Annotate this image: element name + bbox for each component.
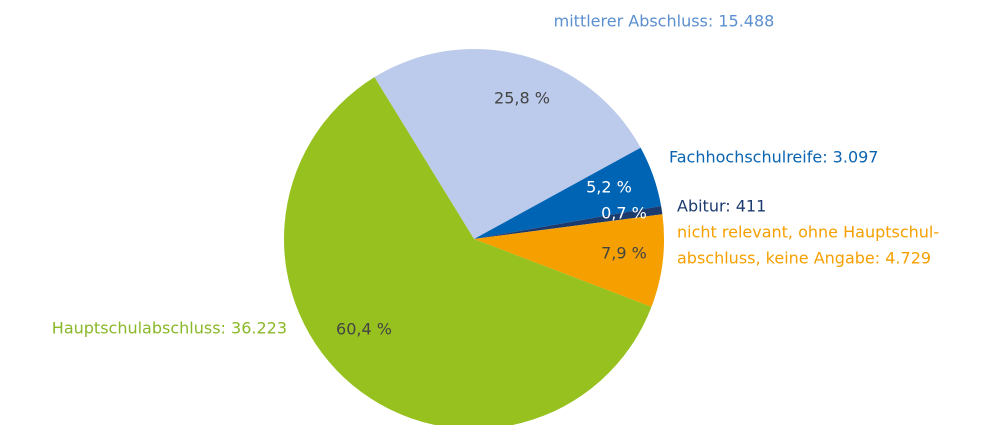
pie-slice [284, 77, 652, 425]
value-label: 60,4 % [336, 320, 392, 339]
value-label: 5,2 % [586, 178, 632, 197]
pie-slice [374, 49, 641, 240]
category-label: Fachhochschulreife: 3.097 [669, 148, 878, 167]
value-label: 7,9 % [601, 244, 647, 263]
category-label: Abitur: 411 [677, 197, 766, 216]
pie-slice [474, 147, 662, 239]
pie-slice [474, 206, 663, 239]
category-label: mittlerer Abschluss: 15.488 [554, 12, 775, 31]
category-label: abschluss, keine Angabe: 4.729 [677, 249, 931, 268]
category-label: Hauptschulabschluss: 36.223 [52, 319, 287, 338]
category-label: nicht relevant, ohne Hauptschul- [677, 223, 939, 242]
value-label: 25,8 % [494, 89, 550, 108]
pie-slice [474, 214, 665, 307]
value-label: 0,7 % [601, 204, 647, 223]
